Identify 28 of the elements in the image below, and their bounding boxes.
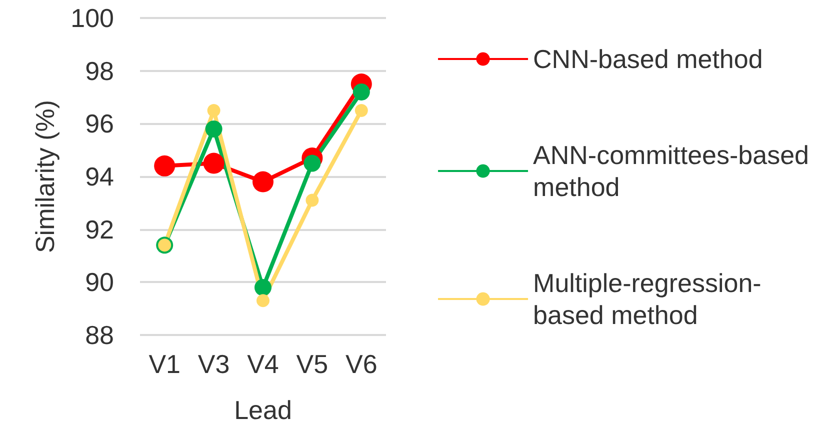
y-tick-label: 92 bbox=[85, 214, 114, 244]
point bbox=[304, 154, 321, 172]
x-tick-label: V6 bbox=[345, 349, 378, 379]
point bbox=[252, 171, 274, 192]
legend-label: ANN-committees-based method bbox=[533, 140, 810, 202]
y-tick-label: 96 bbox=[85, 108, 114, 139]
point bbox=[256, 294, 270, 308]
x-axis-title: Lead bbox=[234, 395, 292, 425]
point bbox=[306, 194, 319, 207]
point bbox=[352, 83, 370, 100]
legend-label: Multiple-regression-based method bbox=[533, 268, 762, 330]
point bbox=[205, 120, 222, 138]
y-tick-label: 100 bbox=[70, 3, 114, 33]
x-tick-label: V3 bbox=[198, 349, 230, 379]
x-tick-label: V5 bbox=[296, 349, 328, 379]
x-tick-label: V4 bbox=[247, 349, 279, 379]
point bbox=[154, 155, 176, 176]
y-axis-title: Similarity (%) bbox=[30, 100, 60, 254]
x-tick-label: V1 bbox=[148, 349, 181, 379]
point bbox=[254, 278, 272, 296]
point bbox=[203, 152, 224, 174]
y-tick-label: 88 bbox=[85, 320, 114, 350]
y-tick-label: 94 bbox=[85, 162, 114, 192]
point bbox=[207, 104, 220, 117]
legend-label: CNN-based method bbox=[533, 44, 763, 74]
y-tick-label: 98 bbox=[85, 56, 114, 86]
y-tick-label: 90 bbox=[85, 267, 114, 298]
point bbox=[354, 104, 368, 117]
